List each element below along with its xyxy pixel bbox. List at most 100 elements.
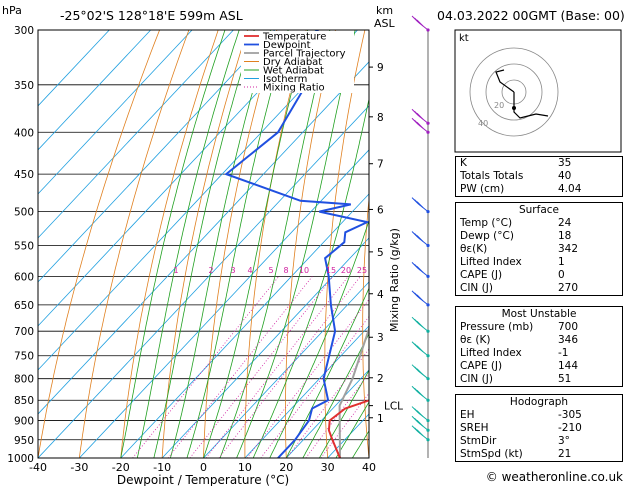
legend-box xyxy=(241,31,354,93)
isotherm-line xyxy=(38,30,151,151)
mu-row: Pressure (mb) 700 xyxy=(460,321,579,333)
barb-flag xyxy=(416,112,424,120)
wet-adiabat-line xyxy=(269,219,369,458)
dry-adiabat-line xyxy=(324,30,366,458)
hodograph-unit: kt xyxy=(459,33,469,44)
pressure-tick-label: 700 xyxy=(14,326,34,338)
surface-title: Surface xyxy=(518,204,559,216)
isotherm-line xyxy=(244,325,369,458)
location-title: -25°02'S 128°18'E 599m ASL xyxy=(60,8,243,23)
barb-flag xyxy=(416,235,424,242)
surface-row: θε(K) 342 xyxy=(460,243,579,255)
temperature-tick-label: -10 xyxy=(153,461,171,474)
isotherm-line xyxy=(203,281,369,458)
legend-label: Wet Adiabat xyxy=(263,66,324,77)
pressure-tick-label: 900 xyxy=(14,416,34,428)
hodograph-ring xyxy=(485,63,543,121)
surface-row: Lifted Index 1 xyxy=(460,256,565,268)
isotherm-line xyxy=(38,30,234,239)
mixing-ratio-label: 5 xyxy=(268,266,273,275)
pressure-tick-label: 400 xyxy=(14,127,34,139)
sounding-traces xyxy=(224,30,369,458)
isotherm-line xyxy=(79,149,369,458)
diagram-grid xyxy=(38,30,453,458)
mixing-ratio-label: 25 xyxy=(357,266,367,275)
barb-flag xyxy=(416,201,424,208)
mixing-ratio-label: 3 xyxy=(230,266,235,275)
km-tick-label: 7 xyxy=(377,159,384,171)
mixing-ratio-line xyxy=(189,276,334,458)
datetime-title: 04.03.2022 00GMT (Base: 00) xyxy=(437,8,625,23)
km-tick-label: 8 xyxy=(377,112,384,124)
dry-adiabat-line xyxy=(38,30,160,458)
pressure-tick-label: 650 xyxy=(14,300,34,312)
mixing-ratio-line xyxy=(246,298,369,458)
dry-adiabat-line xyxy=(362,194,369,458)
wet-adiabat-line xyxy=(335,401,369,458)
wet-adiabat-line xyxy=(203,30,309,458)
temperature-tick-label: -40 xyxy=(29,461,47,474)
mixing-ratio-label: 15 xyxy=(326,266,336,275)
hodograph-ring xyxy=(469,47,559,137)
parcel-trajectory-trace xyxy=(338,325,369,458)
hodograph-ring-label: 20 xyxy=(494,101,504,110)
hodo-row: StmSpd (kt) 21 xyxy=(460,448,572,460)
wet-adiabat-line xyxy=(186,30,289,458)
surface-row: CAPE (J) 0 xyxy=(460,269,565,281)
hodo-row: SREH -210 xyxy=(460,422,582,434)
legend-label: Mixing Ratio xyxy=(263,83,325,94)
temperature-tick-label: 30 xyxy=(321,461,335,474)
storm-motion-marker xyxy=(512,106,516,110)
isotherm-line xyxy=(38,61,369,415)
legend-label: Isotherm xyxy=(263,74,307,85)
asl-label: ASL xyxy=(374,17,395,30)
barb-flag xyxy=(416,368,424,376)
mixing-ratio-label: 20 xyxy=(341,266,351,275)
dry-adiabat-line xyxy=(161,30,248,458)
temperature-tick-label: 20 xyxy=(279,461,293,474)
pressure-tick-label: 450 xyxy=(14,169,34,181)
pressure-tick-label: 300 xyxy=(14,25,34,37)
hpa-label: hPa xyxy=(2,4,22,17)
hodograph-frame xyxy=(454,29,622,153)
surface-table: Surface Temp (°C) 24 Dewp (°C) 18 θε(K) 342… xyxy=(455,202,623,296)
dry-adiabat-line xyxy=(285,30,336,458)
mixing-ratio-line xyxy=(286,348,369,458)
wind-barbs xyxy=(411,15,430,458)
dry-adiabat-line xyxy=(435,30,453,458)
barb-flag xyxy=(416,19,424,27)
barb-flag xyxy=(416,266,424,273)
surface-row: CIN (J) 270 xyxy=(460,282,579,294)
wet-adiabat-line xyxy=(236,30,356,458)
isotherm-line xyxy=(285,369,369,458)
legend-label: Dewpoint xyxy=(263,40,311,51)
km-tick-label: 9 xyxy=(377,62,384,74)
wet-adiabat-line xyxy=(219,30,331,458)
hodograph-trace-upper xyxy=(495,69,515,93)
wet-adiabat-line xyxy=(120,30,226,458)
temperature-trace xyxy=(327,398,369,458)
wet-adiabat-line xyxy=(252,97,369,458)
index-table-top: K 35 Totals Totals 40 PW (cm) 4.04 xyxy=(455,156,623,197)
dry-adiabat-line xyxy=(120,30,219,458)
plot-frame xyxy=(37,29,370,459)
wet-adiabat-line xyxy=(170,30,271,458)
surface-row: Temp (°C) 24 xyxy=(460,217,572,229)
temperature-tick-label: -20 xyxy=(112,461,130,474)
isotherm-line xyxy=(38,30,358,371)
pressure-tick-label: 750 xyxy=(14,351,34,363)
pressure-tick-label: 600 xyxy=(14,271,34,283)
pressure-tick-label: 550 xyxy=(14,240,34,252)
dewpoint-trace xyxy=(224,30,369,458)
km-tick-label: 5 xyxy=(377,247,384,259)
km-tick-label: 3 xyxy=(377,332,384,344)
temperature-tick-label: 10 xyxy=(238,461,252,474)
wet-adiabat-line xyxy=(285,287,369,458)
index-row-k: K 35 xyxy=(460,157,572,169)
legend-label: Dry Adiabat xyxy=(263,57,322,68)
isotherm-line xyxy=(161,237,369,458)
axes: 3003504004505005506006507007508008509009… xyxy=(7,25,403,486)
mixing-ratio-line xyxy=(260,315,369,458)
